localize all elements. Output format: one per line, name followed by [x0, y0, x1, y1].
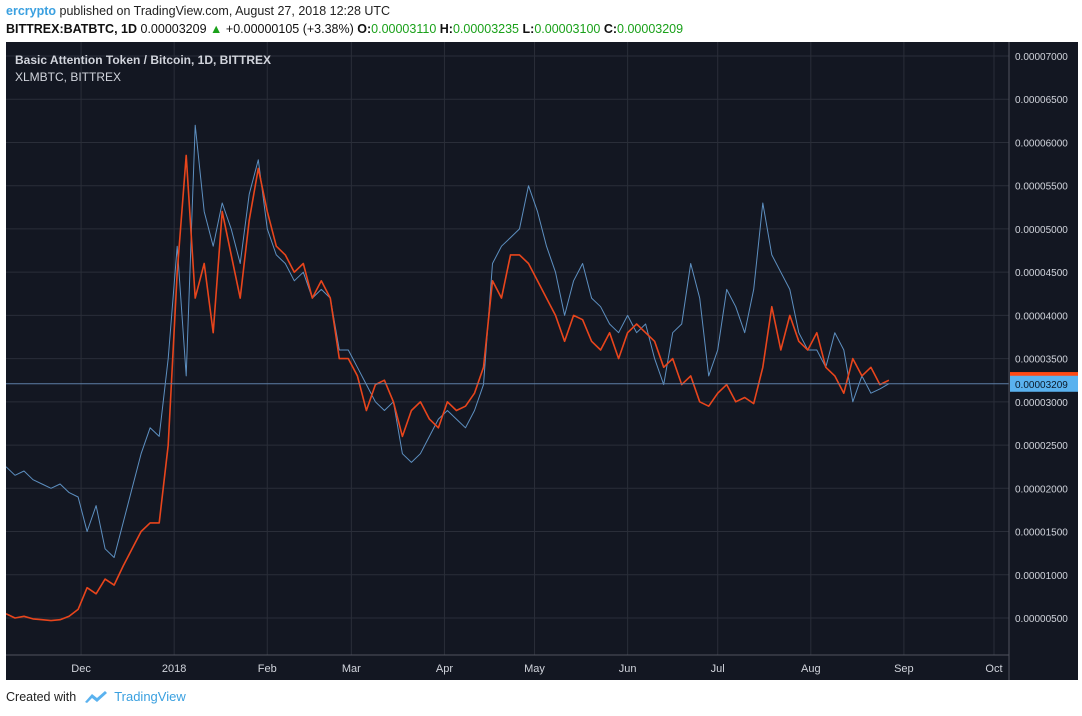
- created-with-text: Created with: [6, 689, 77, 704]
- x-tick-label: Apr: [436, 663, 453, 675]
- y-tick-label: 0.00004500: [1015, 268, 1068, 279]
- x-tick-label: Jun: [619, 663, 637, 675]
- y-tick-label: 0.00000500: [1015, 614, 1068, 625]
- series-lines: [6, 124, 1009, 622]
- last-price: 0.00003209: [140, 22, 207, 36]
- chart-title: Basic Attention Token / Bitcoin, 1D, BIT…: [15, 53, 271, 67]
- time-scale[interactable]: Dec 2018 Feb Mar Apr May Jun Jul Aug Sep Oct: [6, 654, 1009, 675]
- x-tick-label: Dec: [71, 663, 91, 675]
- open-label: O:: [357, 22, 372, 36]
- y-tick-label: 0.00001000: [1015, 571, 1068, 582]
- y-tick-label: 0.00003000: [1015, 398, 1068, 409]
- series-line-xlmbtc: [6, 124, 890, 558]
- publish-line: ercrypto published on TradingView.com, A…: [6, 3, 390, 20]
- up-arrow-icon: ▲: [210, 22, 223, 36]
- open-value: 0.00003110: [371, 22, 437, 36]
- quote-bar: BITTREX:BATBTC, 1D 0.00003209 ▲ +0.00000…: [6, 21, 683, 38]
- x-tick-label: May: [524, 663, 545, 675]
- y-tick-label: 0.00001500: [1015, 528, 1068, 539]
- x-tick-label: Oct: [985, 663, 1002, 675]
- price-chart[interactable]: 0.00000500 0.00001000 0.00001500 0.00002000…: [6, 42, 1078, 680]
- last-value-badge-xlmbtc: [1010, 375, 1078, 392]
- footer: Created with TradingView: [6, 689, 186, 704]
- x-tick-label: Jul: [711, 663, 725, 675]
- y-tick-label: 0.00003500: [1015, 355, 1068, 366]
- published-text: published on TradingView.com, August 27,…: [59, 4, 391, 18]
- y-tick-label: 0.00005000: [1015, 225, 1068, 236]
- chart-area[interactable]: 0.00000500 0.00001000 0.00001500 0.00002000…: [6, 42, 1078, 680]
- price-scale[interactable]: 0.00000500 0.00001000 0.00001500 0.00002000…: [1008, 42, 1068, 680]
- x-tick-label: Sep: [894, 663, 914, 675]
- chart-subtitle: XLMBTC, BITTREX: [15, 70, 121, 84]
- low-value: 0.00003100: [534, 22, 601, 36]
- x-tick-label: Mar: [342, 663, 361, 675]
- low-label: L:: [522, 22, 535, 36]
- x-tick-label: Feb: [258, 663, 277, 675]
- tradingview-logo-icon: [85, 690, 108, 703]
- y-tick-label: 0.00002500: [1015, 441, 1068, 452]
- author-link[interactable]: ercrypto: [6, 4, 57, 18]
- symbol-label: BITTREX:BATBTC, 1D: [6, 22, 138, 36]
- y-tick-label: 0.00005500: [1015, 182, 1068, 193]
- y-tick-label: 0.00004000: [1015, 311, 1068, 322]
- last-value-labels: 0.000032520.00003209: [1010, 372, 1078, 392]
- y-tick-label: 0.00006500: [1015, 95, 1068, 106]
- y-tick-label: 0.00006000: [1015, 138, 1068, 149]
- high-value: 0.00003235: [452, 22, 520, 36]
- price-scale-background: [1009, 42, 1078, 680]
- series-line-batbtc: [6, 154, 890, 622]
- high-label: H:: [439, 22, 453, 36]
- close-label: C:: [603, 22, 618, 36]
- chart-background: [6, 42, 1078, 680]
- last-value-text-xlmbtc: 0.00003209: [1015, 380, 1068, 391]
- x-tick-label: 2018: [162, 663, 186, 675]
- price-change: +0.00000105 (+3.38%): [225, 22, 354, 36]
- y-tick-label: 0.00007000: [1015, 52, 1068, 63]
- close-value: 0.00003209: [617, 22, 684, 36]
- y-tick-label: 0.00002000: [1015, 484, 1068, 495]
- tradingview-link[interactable]: TradingView: [114, 689, 186, 704]
- x-tick-label: Aug: [801, 663, 821, 675]
